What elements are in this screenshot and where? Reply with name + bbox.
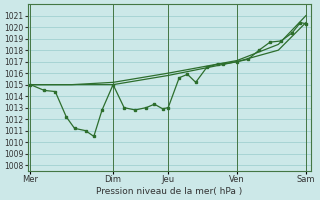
X-axis label: Pression niveau de la mer( hPa ): Pression niveau de la mer( hPa ) [96,187,243,196]
